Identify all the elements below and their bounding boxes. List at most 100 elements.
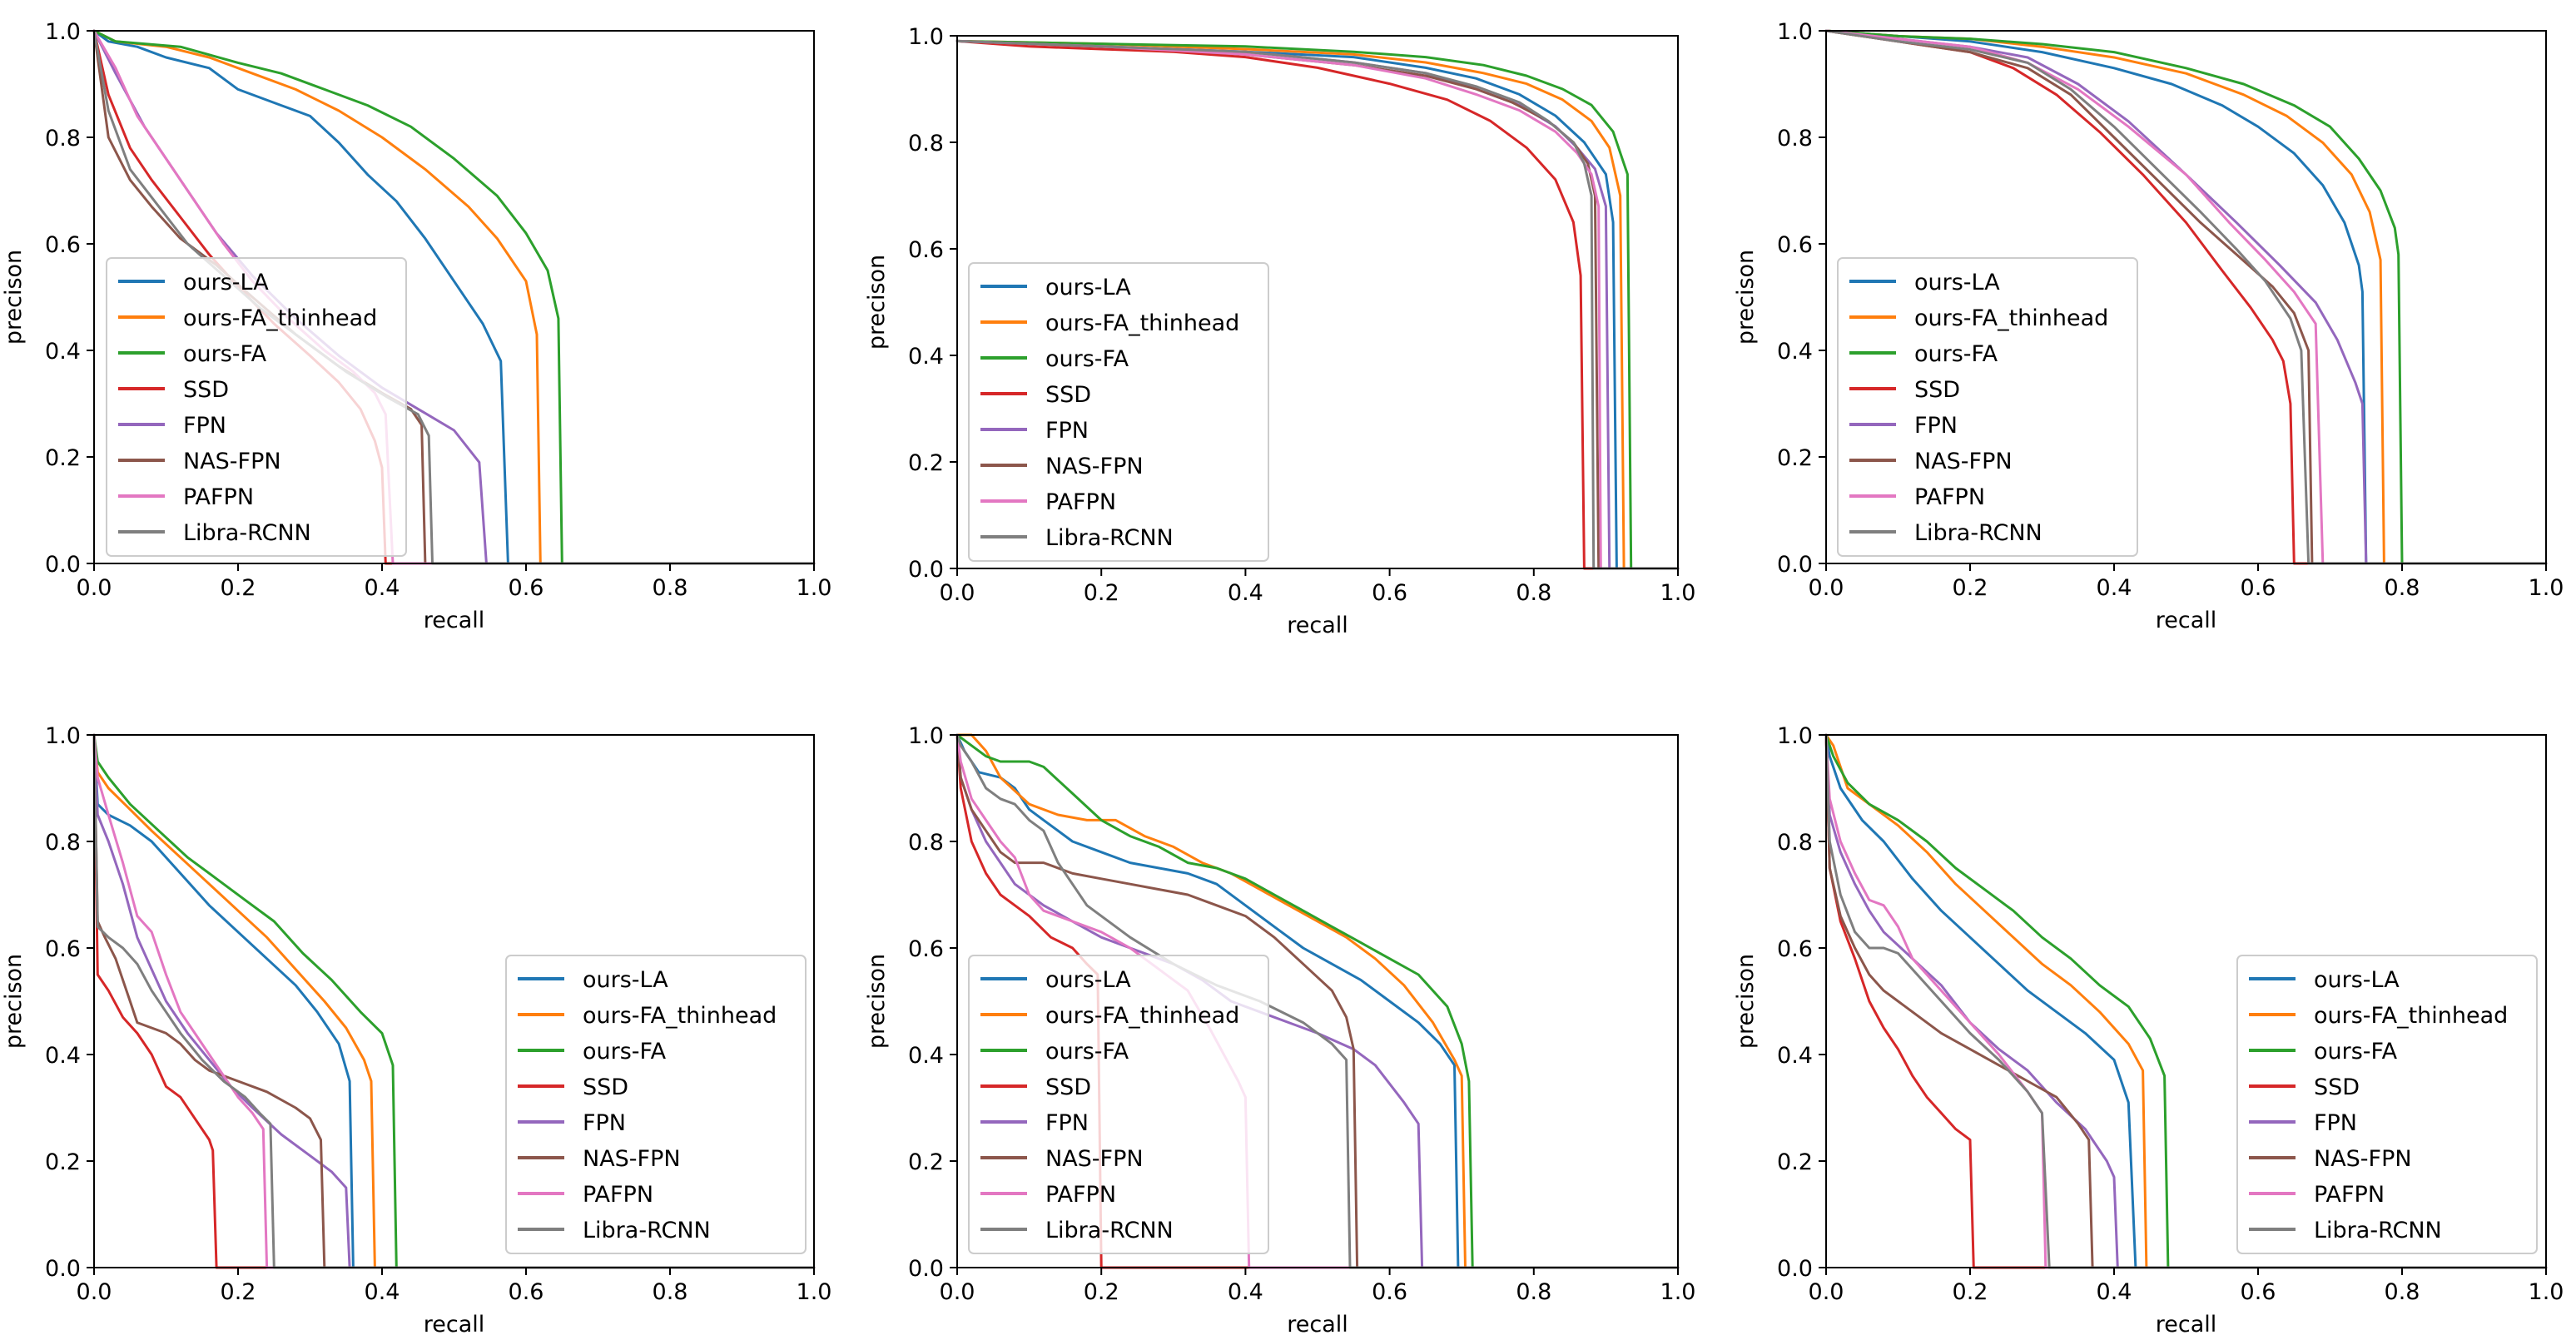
series-line-2	[92, 29, 816, 565]
legend-label: NAS-FPN	[2314, 1146, 2412, 1172]
series-line-7	[955, 39, 1680, 570]
legend-label: Libra-RCNN	[1045, 1218, 1174, 1243]
y-axis-label: precison	[1733, 954, 1759, 1049]
x-tick-label: 0.2	[1084, 580, 1119, 606]
legend-box	[106, 257, 407, 557]
y-tick-label: 0.8	[1777, 830, 1813, 856]
legend-label: SSD	[1045, 1074, 1091, 1100]
legend: ours-LA ours-FA_thinhead ours-FA SSD FPN NAS-…	[505, 955, 807, 1254]
y-tick-label: 0.0	[45, 1256, 81, 1282]
series-line-8	[92, 733, 816, 1269]
chart-panel-3: 0.0 0.2 0.4 0.6 0.8 1.0 0.0 0.2 0.4 0.6 0.8 1.0 reca…	[1733, 19, 2564, 633]
x-tick-label: 0.6	[509, 1279, 544, 1305]
x-tick-label: 0.0	[1809, 1279, 1844, 1305]
x-tick-label: 0.8	[2385, 575, 2420, 601]
x-tick-label: 0.2	[1953, 575, 1988, 601]
legend-label: ours-FA_thinhead	[1045, 1003, 1239, 1029]
y-axis-label: precison	[1733, 250, 1759, 345]
axes-frame	[1825, 734, 2547, 1268]
legend: ours-LA ours-FA_thinhead ours-FA SSD FPN NAS-…	[2236, 955, 2538, 1254]
legend-label: NAS-FPN	[183, 449, 281, 474]
y-axis-label: precison	[864, 954, 890, 1049]
x-tick-label: 0.0	[1809, 575, 1844, 601]
x-tick-label: 1.0	[1660, 1279, 1696, 1305]
axes-frame	[1825, 30, 2547, 564]
series-lines	[92, 733, 816, 1269]
legend: ours-LA ours-FA_thinhead ours-FA SSD FPN NAS-…	[106, 257, 407, 557]
legend-label: FPN	[1914, 413, 1958, 439]
x-axis-label: recall	[424, 1312, 485, 1338]
x-tick-label: 0.0	[77, 575, 112, 601]
legend-label: Libra-RCNN	[2314, 1218, 2442, 1243]
y-tick-label: 0.6	[1777, 232, 1813, 258]
y-tick-label: 0.8	[908, 830, 944, 856]
legend: ours-LA ours-FA_thinhead ours-FA SSD FPN NAS-…	[968, 262, 1269, 562]
legend-label: PAFPN	[183, 484, 254, 510]
x-axis-label: recall	[424, 608, 485, 633]
legend-label: NAS-FPN	[1045, 454, 1144, 479]
y-tick-label: 0.0	[1777, 1256, 1813, 1282]
legend-label: SSD	[183, 377, 229, 403]
y-tick-label: 0.6	[908, 237, 944, 263]
y-axis-label: precison	[1, 954, 27, 1049]
legend-label: FPN	[1045, 418, 1089, 444]
x-axis-label: recall	[1287, 1312, 1348, 1338]
x-tick-label: 0.8	[2385, 1279, 2420, 1305]
series-line-7	[1824, 29, 2548, 565]
y-tick-label: 1.0	[908, 723, 944, 749]
x-tick-label: 0.0	[940, 1279, 975, 1305]
series-lines	[1824, 733, 2548, 1269]
y-tick-label: 0.8	[908, 131, 944, 156]
axes-frame	[93, 734, 815, 1268]
x-tick-label: 0.0	[940, 580, 975, 606]
y-tick-label: 0.4	[908, 1043, 944, 1069]
y-tick-label: 0.6	[908, 936, 944, 962]
y-tick-label: 0.2	[1777, 1149, 1813, 1175]
x-tick-label: 0.2	[221, 575, 256, 601]
x-tick-label: 1.0	[797, 575, 832, 601]
legend-label: ours-FA	[183, 341, 267, 367]
series-line-8	[955, 733, 1680, 1269]
legend-box	[968, 955, 1269, 1254]
legend-label: ours-LA	[1045, 967, 1131, 993]
legend-box	[968, 262, 1269, 562]
series-line-5	[92, 733, 816, 1269]
y-tick-label: 0.6	[1777, 936, 1813, 962]
series-line-7	[92, 733, 816, 1269]
y-tick-label: 0.2	[908, 450, 944, 476]
legend-label: ours-FA_thinhead	[1045, 310, 1239, 336]
x-tick-label: 0.4	[2097, 575, 2132, 601]
x-tick-label: 0.6	[2241, 1279, 2276, 1305]
y-tick-label: 0.8	[45, 126, 81, 151]
series-lines	[955, 39, 1680, 570]
legend-label: SSD	[2314, 1074, 2360, 1100]
axes-frame	[93, 30, 815, 564]
legend-label: ours-FA	[1045, 1039, 1129, 1065]
legend-label: FPN	[183, 413, 226, 439]
series-line-6	[955, 733, 1680, 1269]
axes-frame	[956, 35, 1679, 569]
legend-label: SSD	[583, 1074, 628, 1100]
x-tick-label: 0.6	[2241, 575, 2276, 601]
series-line-1	[92, 29, 816, 565]
series-line-3	[92, 29, 816, 565]
x-tick-label: 1.0	[2529, 1279, 2564, 1305]
y-tick-label: 0.6	[45, 936, 81, 962]
x-tick-label: 0.2	[1084, 1279, 1119, 1305]
series-line-1	[955, 733, 1680, 1269]
legend-label: ours-FA_thinhead	[583, 1003, 777, 1029]
legend-label: NAS-FPN	[583, 1146, 681, 1172]
series-line-4	[1824, 29, 2548, 565]
legend-label: ours-FA_thinhead	[1914, 305, 2108, 331]
y-tick-label: 0.4	[1777, 339, 1813, 365]
legend-label: FPN	[1045, 1110, 1089, 1136]
chart-panel-6: 0.0 0.2 0.4 0.6 0.8 1.0 0.0 0.2 0.4 0.6 0.8 1.0 reca…	[1733, 723, 2564, 1338]
x-tick-label: 1.0	[2529, 575, 2564, 601]
legend-label: ours-LA	[583, 967, 668, 993]
y-tick-label: 0.0	[1777, 552, 1813, 578]
axes-frame	[956, 734, 1679, 1268]
series-line-4	[92, 733, 816, 1269]
legend-label: Libra-RCNN	[1914, 520, 2042, 546]
legend-label: ours-FA	[1045, 346, 1129, 372]
